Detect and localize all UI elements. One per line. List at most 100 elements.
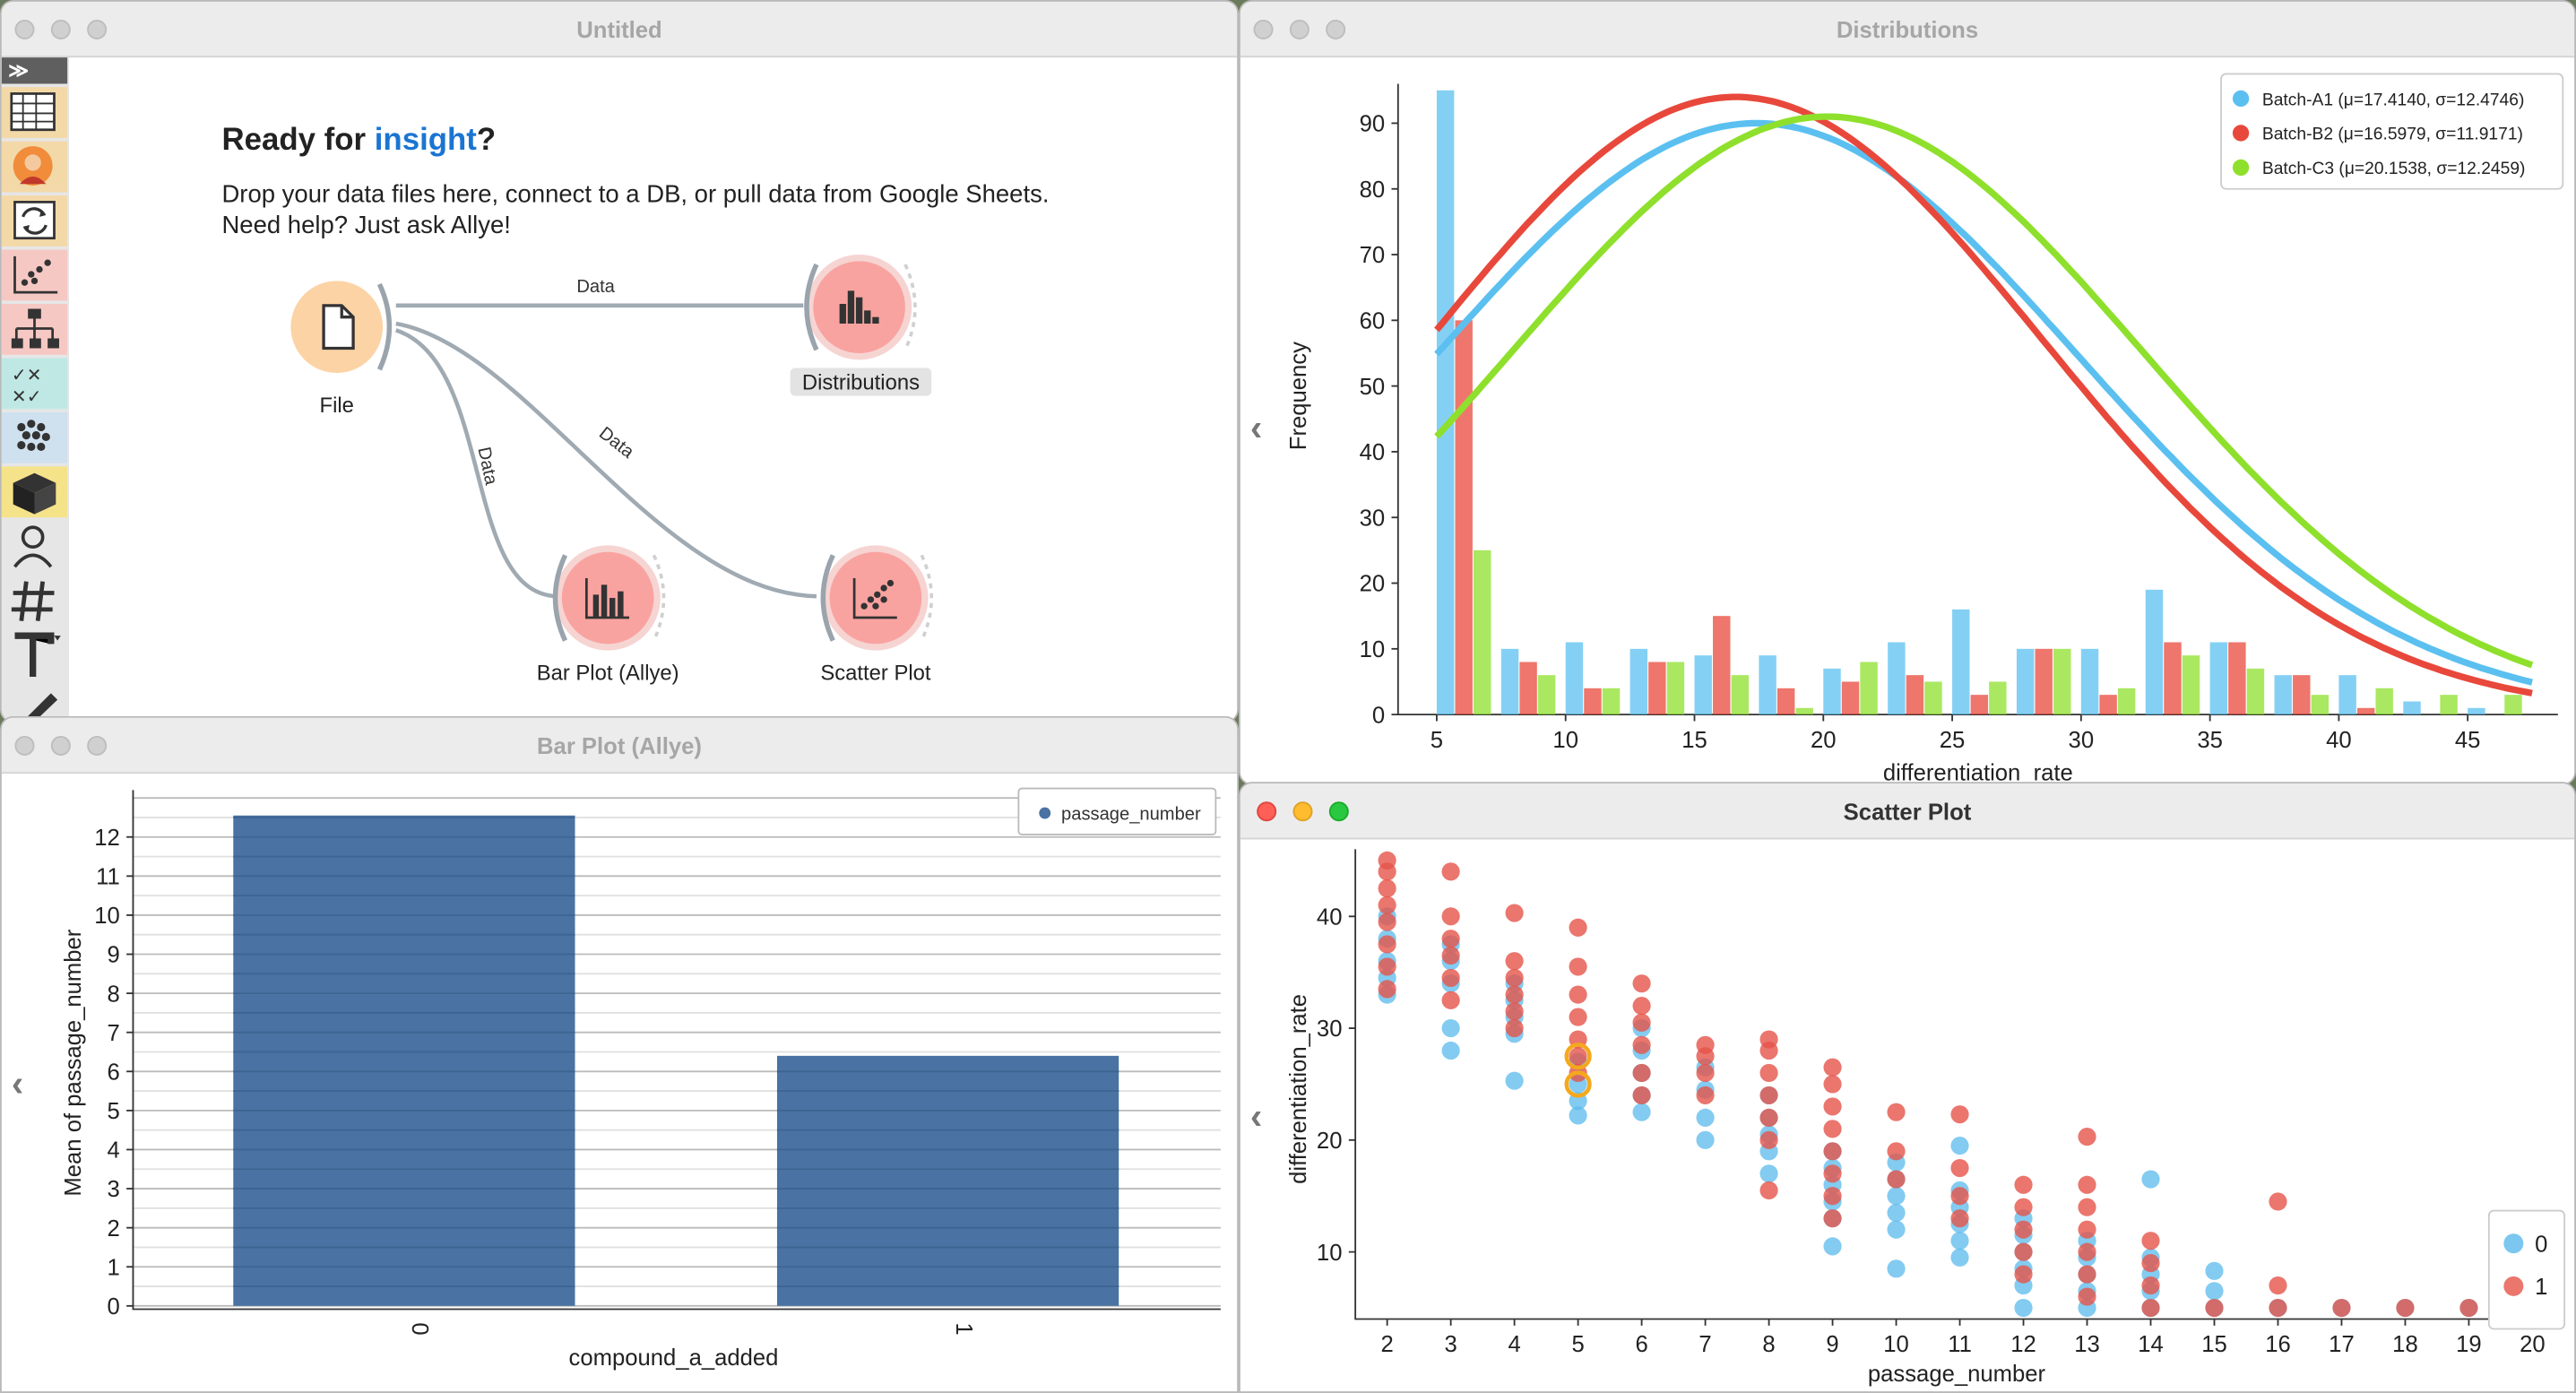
histogram-bar xyxy=(2311,695,2330,715)
scatter-point-1 xyxy=(1823,1075,1842,1094)
zoom-button[interactable] xyxy=(87,735,108,756)
scatter-point-1 xyxy=(1441,991,1460,1009)
histogram-bar xyxy=(1537,675,1556,715)
collapse-panel-icon[interactable]: ‹ xyxy=(1249,1095,1263,1138)
svg-text:≫: ≫ xyxy=(8,59,29,82)
histogram-bar xyxy=(1952,609,1970,715)
scatter-point-0 xyxy=(1696,1108,1715,1127)
cluster-icon[interactable] xyxy=(1,411,68,463)
x-tick-label: 15 xyxy=(2201,1332,2227,1357)
node-distributions[interactable] xyxy=(813,261,905,353)
scatter-point-1 xyxy=(1441,930,1460,948)
zoom-button[interactable] xyxy=(1328,801,1349,822)
close-button[interactable] xyxy=(14,19,35,39)
fitted-curve xyxy=(1434,93,2533,696)
refresh-icon[interactable] xyxy=(1,195,68,247)
hash-icon[interactable] xyxy=(1,575,68,627)
x-tick-label: 0 xyxy=(407,1322,432,1335)
x-tick-label: 14 xyxy=(2138,1332,2164,1357)
scatter-point-1 xyxy=(1378,957,1396,976)
y-tick-label: 1 xyxy=(108,1255,120,1280)
file-output-port[interactable] xyxy=(373,278,406,376)
y-tick-label: 12 xyxy=(94,826,120,851)
box-icon[interactable] xyxy=(1,466,68,518)
bar xyxy=(776,1055,1119,1306)
scatter-point-1 xyxy=(2141,1254,2160,1273)
legend-swatch xyxy=(2232,90,2250,108)
scatter-point-1 xyxy=(1759,1086,1778,1105)
x-tick-label: 8 xyxy=(1762,1332,1775,1357)
scatter-point-1 xyxy=(2459,1298,2478,1318)
zoom-button[interactable] xyxy=(1326,19,1346,39)
x-tick-label: 18 xyxy=(2392,1332,2418,1357)
y-tick-label: 90 xyxy=(1360,112,1386,137)
scatter-point-1 xyxy=(2014,1175,2033,1194)
scatter-point-1 xyxy=(2014,1242,2033,1261)
workflow-links: Data Data Data xyxy=(394,277,817,599)
legend-entry: Batch-B2 (μ=16.5979, σ=11.9171) xyxy=(2262,125,2523,144)
text-icon[interactable] xyxy=(1,628,68,680)
minimize-button[interactable] xyxy=(50,19,71,39)
close-button[interactable] xyxy=(1253,19,1274,39)
y-tick-label: 60 xyxy=(1360,309,1386,334)
scatter-input-port[interactable] xyxy=(813,549,839,647)
close-button[interactable] xyxy=(14,735,35,756)
histogram-bar xyxy=(1474,549,1491,715)
minimize-button[interactable] xyxy=(1289,19,1310,39)
scatter-point-0 xyxy=(2205,1282,2224,1301)
histogram-bar xyxy=(2182,655,2200,715)
y-tick-label: 3 xyxy=(108,1177,120,1202)
collapse-panel-icon[interactable]: ‹ xyxy=(11,1062,24,1104)
x-tick-label: 13 xyxy=(2074,1332,2100,1357)
x-tick-label: 20 xyxy=(1811,728,1837,753)
histogram-bar xyxy=(1455,320,1473,715)
histogram-icon xyxy=(839,290,879,324)
table-icon[interactable] xyxy=(1,87,68,138)
y-tick-label: 40 xyxy=(1360,440,1386,465)
scatter-widget-icon[interactable] xyxy=(1,249,68,301)
histogram-bar xyxy=(2356,707,2375,715)
expand-icon[interactable]: ≫ xyxy=(1,57,68,84)
histogram-bar xyxy=(1629,648,1648,715)
node-scatter[interactable] xyxy=(829,551,922,645)
assistant-avatar-icon[interactable] xyxy=(1,141,68,193)
barplot-input-port[interactable] xyxy=(546,549,572,647)
distributions-window: Distributions ‹ 0 10 20 30 40 50 60 70 80 90 5 10 15… xyxy=(1239,0,2576,785)
legend-entry: 0 xyxy=(2535,1232,2547,1257)
welcome-accent: insight xyxy=(374,123,477,158)
histogram-bar xyxy=(1731,675,1750,715)
y-tick-label: 4 xyxy=(108,1138,120,1164)
scatter-point-1 xyxy=(1632,1063,1651,1083)
x-tick-label: 25 xyxy=(1940,728,1966,753)
histogram-bar xyxy=(2293,675,2311,715)
histogram-bar xyxy=(2209,642,2228,715)
scatter-point-1 xyxy=(2141,1276,2160,1295)
confusion-matrix-icon[interactable]: ✓✕ ✕✓ xyxy=(1,358,68,410)
barplot-output-port[interactable] xyxy=(647,549,673,647)
scatter-point-1 xyxy=(1441,968,1460,987)
node-file[interactable] xyxy=(290,281,384,373)
pen-icon[interactable] xyxy=(1,683,68,722)
axis-lines xyxy=(1354,849,2558,1320)
scatter-point-1 xyxy=(1378,851,1396,870)
node-barplot[interactable] xyxy=(561,551,654,645)
distributions-input-port[interactable] xyxy=(797,258,823,357)
scatter-point-1 xyxy=(1441,907,1460,926)
scatter-point-1 xyxy=(1887,1103,1906,1121)
zoom-button[interactable] xyxy=(87,19,108,39)
scatter-point-0 xyxy=(2205,1261,2224,1280)
y-tick-label: 20 xyxy=(1317,1129,1343,1154)
x-tick-label: 45 xyxy=(2455,728,2481,753)
x-tick-label: 15 xyxy=(1681,728,1707,753)
scatter-output-port[interactable] xyxy=(915,549,941,647)
x-tick-label: 19 xyxy=(2456,1332,2482,1357)
minimize-button[interactable] xyxy=(50,735,71,756)
distributions-output-port[interactable] xyxy=(899,258,925,357)
close-button[interactable] xyxy=(1257,801,1277,822)
minimize-button[interactable] xyxy=(1292,801,1313,822)
fitted-curve xyxy=(1434,119,2533,686)
tree-icon[interactable] xyxy=(1,304,68,355)
window-title: Bar Plot (Allye) xyxy=(537,732,702,759)
collapse-panel-icon[interactable]: ‹ xyxy=(1249,407,1263,449)
person-icon[interactable] xyxy=(1,520,68,572)
